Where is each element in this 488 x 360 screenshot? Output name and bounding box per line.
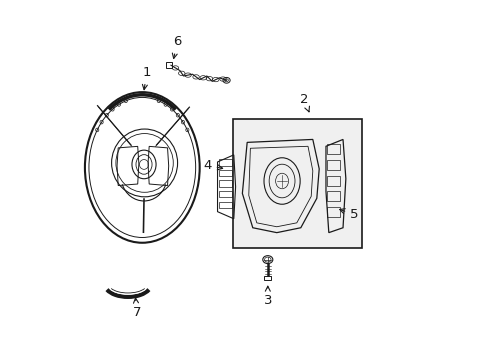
Bar [165,62,172,68]
Text: 3: 3 [263,286,271,307]
Text: 4: 4 [203,159,222,172]
Bar [233,119,362,248]
Bar [264,276,271,280]
Bar [327,207,340,217]
Bar [327,192,340,201]
Text: 7: 7 [132,298,141,319]
Bar [219,191,231,198]
Text: 5: 5 [339,208,358,221]
Text: 2: 2 [299,93,309,112]
Bar [327,144,340,154]
Bar [219,170,231,176]
Bar [219,159,231,166]
Bar [219,180,231,187]
Text: 1: 1 [142,66,151,90]
Bar [327,160,340,170]
Bar [219,202,231,208]
Text: 6: 6 [172,35,181,58]
Ellipse shape [262,256,272,264]
Bar [327,176,340,185]
